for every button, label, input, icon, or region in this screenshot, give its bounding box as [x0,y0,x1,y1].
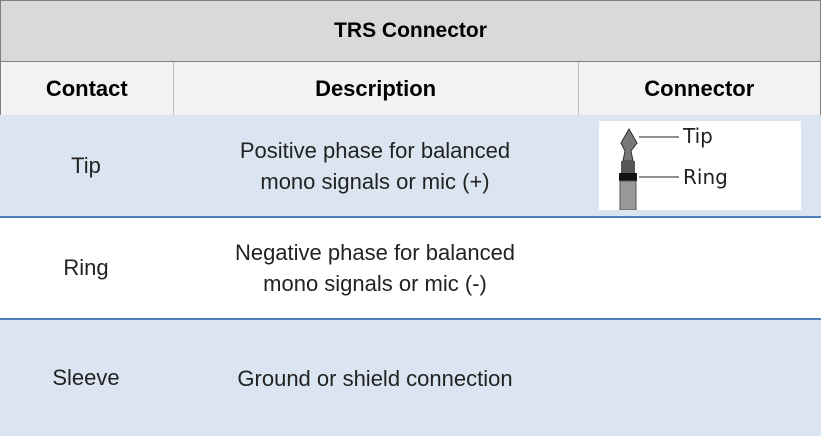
contact-cell: Ring [63,255,109,280]
connector-cell [578,320,821,436]
description-text: Negative phase for balanced mono signals… [234,240,516,296]
connector-sleeve [619,180,636,210]
header-row: Contact Description Connector [0,62,821,115]
description-cell: Negative phase for balanced mono signals… [172,218,578,318]
header-cell: Connector [577,62,820,115]
description-cell: Positive phase for balanced mono signals… [172,115,578,216]
connector-tip [619,127,638,162]
connector-insulator [620,161,635,173]
connector-label: Ring [683,165,728,189]
connector-cell: Tip Ring [578,115,821,216]
table-row: Tip Positive phase for balanced mono sig… [0,115,821,218]
table-row: Sleeve Ground or shield connection [0,320,821,436]
header-cell: Description [172,62,578,115]
connector-cell [578,218,821,318]
description-text: Ground or shield connection [237,365,513,391]
description-text: Positive phase for balanced mono signals… [239,137,511,194]
title-row: TRS Connector [0,0,821,62]
table-row: Ring Negative phase for balanced mono si… [0,218,821,320]
header-cell: Contact [45,75,128,101]
connector-image: Tip Ring [598,121,801,210]
table-title: TRS Connector [334,19,487,42]
connector-label: Tip [682,124,713,148]
description-cell: Ground or shield connection [172,320,578,436]
contact-cell: Sleeve [52,365,120,390]
contact-cell: Tip [71,152,101,178]
connector-ring-band [618,173,637,181]
